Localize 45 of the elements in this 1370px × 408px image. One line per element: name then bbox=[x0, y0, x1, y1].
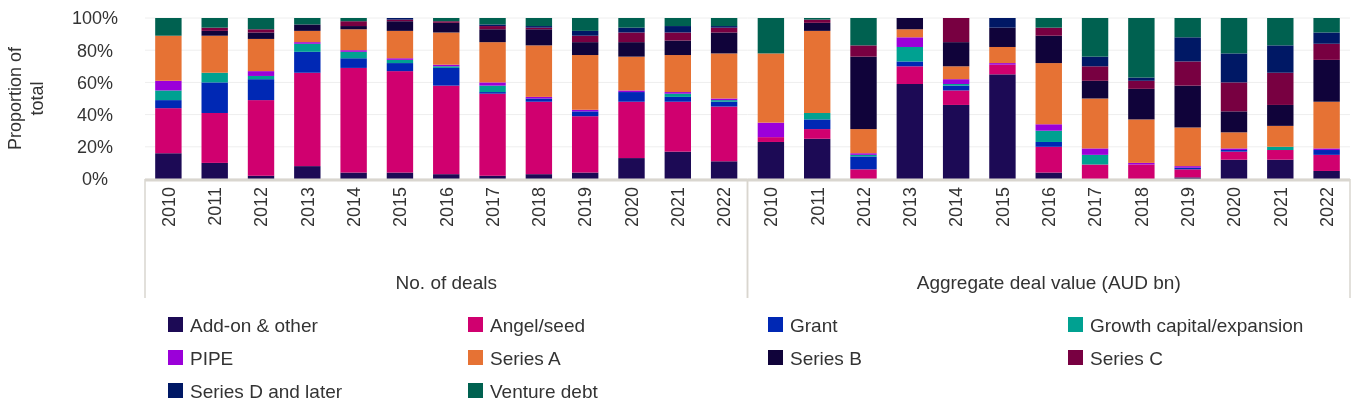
x-tick-label: 2013 bbox=[297, 187, 318, 228]
legend-label: Series A bbox=[490, 347, 562, 369]
legend-label: Angel/seed bbox=[490, 314, 586, 336]
x-tick-label: 2010 bbox=[761, 187, 782, 228]
legend-label: Series D and later bbox=[190, 380, 343, 402]
x-tick-label: 2011 bbox=[807, 187, 828, 226]
y-tick-label: 60% bbox=[76, 72, 114, 93]
x-tick-label: 2022 bbox=[714, 187, 735, 228]
y-tick-label: 40% bbox=[76, 104, 114, 125]
x-tick-label: 2010 bbox=[158, 187, 179, 228]
x-tick-label: 2017 bbox=[1085, 187, 1106, 228]
x-tick-label: 2015 bbox=[992, 187, 1013, 228]
legend-label: Growth capital/expansion bbox=[1090, 314, 1304, 336]
x-tick-label: 2019 bbox=[1177, 187, 1198, 228]
x-tick-label: 2021 bbox=[1270, 187, 1291, 228]
legend-label: PIPE bbox=[190, 347, 234, 369]
legend-label: Series B bbox=[790, 347, 862, 369]
x-tick-label: 2011 bbox=[205, 187, 225, 226]
y-tick-label: 100% bbox=[71, 8, 119, 29]
y-tick-label: 0% bbox=[81, 169, 109, 190]
x-tick-label: 2016 bbox=[436, 187, 457, 228]
x-axis-title: Aggregate deal value (AUD bn) bbox=[916, 272, 1181, 293]
x-tick-label: 2020 bbox=[621, 187, 642, 228]
y-tick-label: 20% bbox=[76, 137, 114, 158]
x-tick-label: 2016 bbox=[1039, 187, 1060, 228]
x-tick-label: 2014 bbox=[946, 187, 967, 228]
x-tick-label: 2014 bbox=[343, 187, 364, 228]
x-tick-label: 2018 bbox=[529, 187, 550, 228]
legend-label: Grant bbox=[790, 314, 839, 336]
x-axis-title: No. of deals bbox=[395, 272, 497, 293]
x-tick-label: 2019 bbox=[575, 187, 596, 228]
x-tick-label: 2021 bbox=[668, 187, 689, 228]
x-tick-label: 2013 bbox=[900, 187, 921, 228]
legend-label: Series C bbox=[1090, 347, 1163, 369]
x-tick-label: 2022 bbox=[1316, 187, 1337, 228]
x-tick-label: 2012 bbox=[251, 187, 272, 228]
x-tick-label: 2015 bbox=[390, 187, 411, 228]
legend-label: Venture debt bbox=[490, 380, 599, 402]
x-tick-label: 2017 bbox=[482, 187, 503, 228]
y-tick-label: 80% bbox=[76, 40, 114, 61]
x-tick-label: 2020 bbox=[1224, 187, 1245, 228]
legend-label: Add-on & other bbox=[190, 314, 319, 336]
x-tick-label: 2012 bbox=[853, 187, 874, 228]
y-axis-title: Proportion of total bbox=[5, 45, 47, 151]
x-tick-label: 2018 bbox=[1131, 187, 1152, 228]
